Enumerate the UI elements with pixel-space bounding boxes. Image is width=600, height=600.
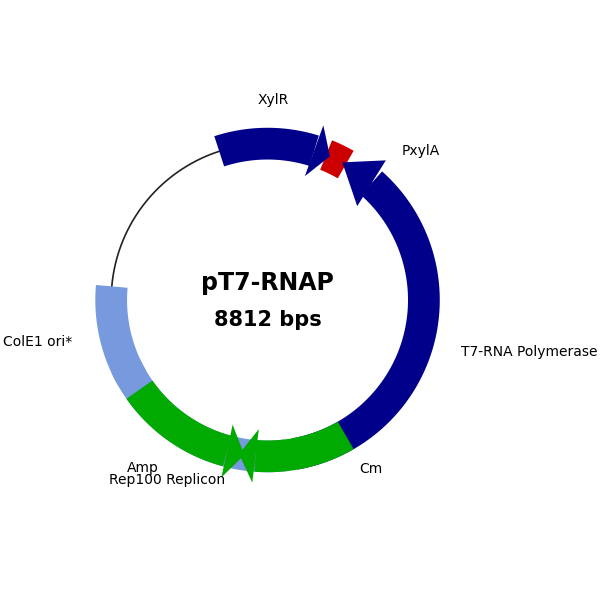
Text: T7-RNA Polymerase: T7-RNA Polymerase [461,345,598,359]
Text: Cm: Cm [359,463,382,476]
Text: ColE1 ori*: ColE1 ori* [2,335,72,349]
Polygon shape [127,380,231,466]
Polygon shape [239,429,259,482]
Text: pT7-RNAP: pT7-RNAP [201,271,334,295]
Polygon shape [221,425,244,478]
Polygon shape [112,359,289,472]
Polygon shape [320,140,353,178]
Polygon shape [343,160,386,206]
Polygon shape [214,128,319,166]
Polygon shape [292,172,440,470]
Text: 8812 bps: 8812 bps [214,310,322,329]
Text: XylR: XylR [258,93,289,107]
Text: PxylA: PxylA [401,144,440,158]
Polygon shape [254,422,353,472]
Text: Rep100 Replicon: Rep100 Replicon [109,473,226,487]
Polygon shape [95,285,146,386]
Text: Amp: Amp [127,461,158,475]
Polygon shape [305,125,330,176]
